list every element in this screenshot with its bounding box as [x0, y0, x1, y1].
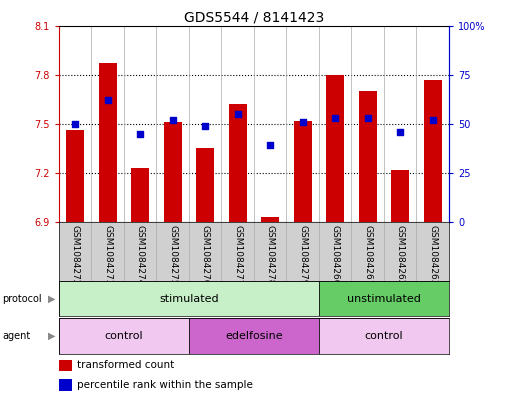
Text: GSM1084278: GSM1084278	[266, 225, 274, 285]
Point	[233, 111, 242, 117]
Point	[299, 119, 307, 125]
Bar	[326, 75, 344, 222]
Point	[364, 115, 372, 121]
Text: GSM1084277: GSM1084277	[233, 225, 242, 285]
Bar	[359, 91, 377, 222]
Point	[331, 115, 339, 121]
Point	[396, 129, 404, 135]
Bar	[261, 217, 279, 222]
Text: ▶: ▶	[48, 294, 55, 304]
Text: GSM1084263: GSM1084263	[428, 225, 437, 285]
Bar	[391, 170, 409, 222]
Bar	[229, 104, 247, 222]
Bar	[196, 148, 214, 222]
Bar	[424, 79, 442, 222]
Bar	[294, 121, 311, 222]
Bar	[66, 130, 84, 222]
Text: GSM1084276: GSM1084276	[201, 225, 210, 285]
Text: control: control	[105, 331, 143, 341]
Title: GDS5544 / 8141423: GDS5544 / 8141423	[184, 10, 324, 24]
Point	[71, 121, 80, 127]
Text: GSM1084274: GSM1084274	[136, 225, 145, 285]
Text: GSM1084275: GSM1084275	[168, 225, 177, 285]
Text: agent: agent	[3, 331, 31, 341]
Text: protocol: protocol	[3, 294, 42, 304]
Point	[201, 123, 209, 129]
Text: edelfosine: edelfosine	[225, 331, 283, 341]
Text: GSM1084262: GSM1084262	[396, 225, 405, 285]
Point	[428, 117, 437, 123]
Text: GSM1084261: GSM1084261	[363, 225, 372, 285]
Text: stimulated: stimulated	[159, 294, 219, 304]
Text: unstimulated: unstimulated	[347, 294, 421, 304]
Point	[266, 142, 274, 149]
Text: percentile rank within the sample: percentile rank within the sample	[77, 380, 253, 390]
Point	[169, 117, 177, 123]
Text: transformed count: transformed count	[77, 360, 174, 371]
Bar	[59, 318, 189, 354]
Text: GSM1084272: GSM1084272	[71, 225, 80, 285]
Text: GSM1084279: GSM1084279	[298, 225, 307, 285]
Bar	[131, 168, 149, 222]
Text: control: control	[365, 331, 403, 341]
Bar	[59, 281, 319, 316]
Bar	[164, 122, 182, 222]
Text: ▶: ▶	[48, 331, 55, 341]
Bar	[189, 318, 319, 354]
Text: GSM1084260: GSM1084260	[331, 225, 340, 285]
Point	[136, 130, 144, 137]
Bar	[99, 63, 116, 222]
Text: GSM1084273: GSM1084273	[103, 225, 112, 285]
Bar	[319, 318, 449, 354]
Point	[104, 97, 112, 103]
Bar	[319, 281, 449, 316]
